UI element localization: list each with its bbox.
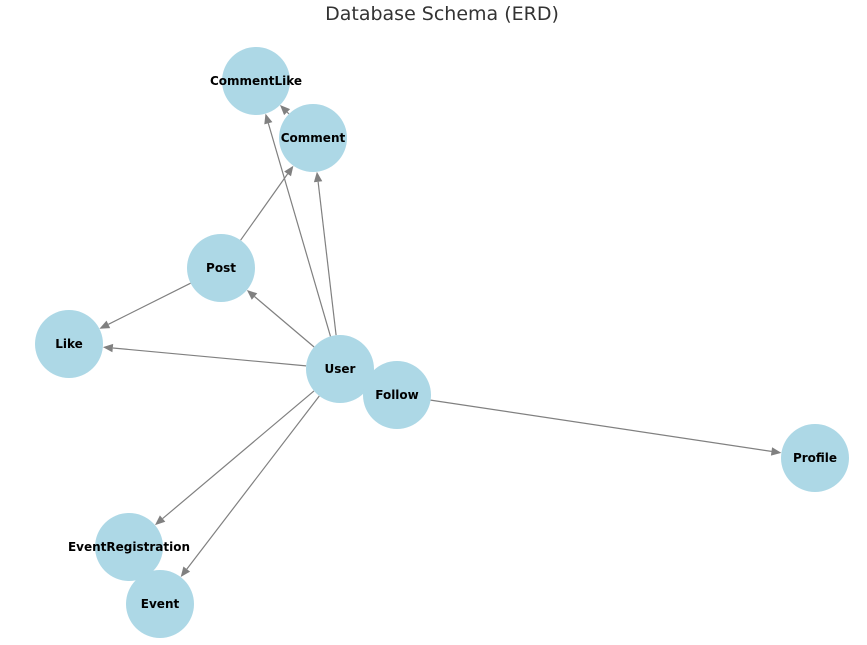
node-event[interactable]: Event xyxy=(126,570,194,638)
edge-post-to-like xyxy=(99,282,191,329)
node-circle[interactable] xyxy=(222,47,290,115)
node-profile[interactable]: Profile xyxy=(781,424,849,492)
node-circle[interactable] xyxy=(126,570,194,638)
nodes-layer: CommentLike Comment Post Like User Follow Prof… xyxy=(35,47,849,638)
node-label: Profile xyxy=(793,451,837,465)
node-circle[interactable] xyxy=(781,424,849,492)
edge-line xyxy=(108,282,191,325)
edge-user-to-comment xyxy=(313,171,337,336)
arrowhead-icon xyxy=(313,171,323,183)
node-label: Event xyxy=(141,597,180,611)
node-circle[interactable] xyxy=(95,513,163,581)
diagram-title: Database Schema (ERD) xyxy=(325,3,559,25)
edge-comment-to-comment-like xyxy=(280,105,291,116)
edge-follow-to-profile xyxy=(430,399,782,456)
edge-user-to-event-registration xyxy=(155,390,315,526)
arrowhead-icon xyxy=(264,113,273,125)
node-circle[interactable] xyxy=(35,310,103,378)
node-like[interactable]: Like xyxy=(35,310,103,378)
node-label: EventRegistration xyxy=(68,540,190,554)
node-comment[interactable]: Comment xyxy=(279,104,347,172)
edge-line xyxy=(162,390,315,520)
node-circle[interactable] xyxy=(306,335,374,403)
edge-user-to-like xyxy=(102,343,307,367)
arrowhead-icon xyxy=(280,105,291,116)
node-label: CommentLike xyxy=(210,74,302,88)
node-user[interactable]: User xyxy=(306,335,374,403)
edge-user-to-event xyxy=(180,395,320,577)
edge-line xyxy=(430,399,772,452)
arrowhead-icon xyxy=(102,343,114,353)
arrowhead-icon xyxy=(180,566,191,577)
node-label: Like xyxy=(55,337,83,351)
node-circle[interactable] xyxy=(363,361,431,429)
arrowhead-icon xyxy=(155,515,166,526)
edge-user-to-comment-like xyxy=(264,113,332,337)
edge-user-to-post xyxy=(246,290,315,348)
node-circle[interactable] xyxy=(187,234,255,302)
edge-line xyxy=(186,395,320,570)
edge-line xyxy=(317,181,337,336)
node-circle[interactable] xyxy=(279,104,347,172)
edges-layer xyxy=(99,105,782,577)
node-follow[interactable]: Follow xyxy=(363,361,431,429)
edge-line xyxy=(240,173,289,241)
node-event-registration[interactable]: EventRegistration xyxy=(68,513,190,581)
arrowhead-icon xyxy=(246,290,258,300)
arrowhead-icon xyxy=(284,165,294,177)
arrowhead-icon xyxy=(99,320,111,329)
edge-post-to-comment xyxy=(240,165,294,241)
node-post[interactable]: Post xyxy=(187,234,255,302)
edge-line xyxy=(267,123,332,337)
node-label: Follow xyxy=(375,388,419,402)
node-comment-like[interactable]: CommentLike xyxy=(210,47,302,115)
node-label: Post xyxy=(206,261,236,275)
edge-line xyxy=(112,347,307,367)
edge-line xyxy=(254,296,315,348)
arrowhead-icon xyxy=(770,447,782,456)
node-label: Comment xyxy=(281,131,346,145)
edge-line xyxy=(286,111,290,115)
node-label: User xyxy=(325,362,356,376)
